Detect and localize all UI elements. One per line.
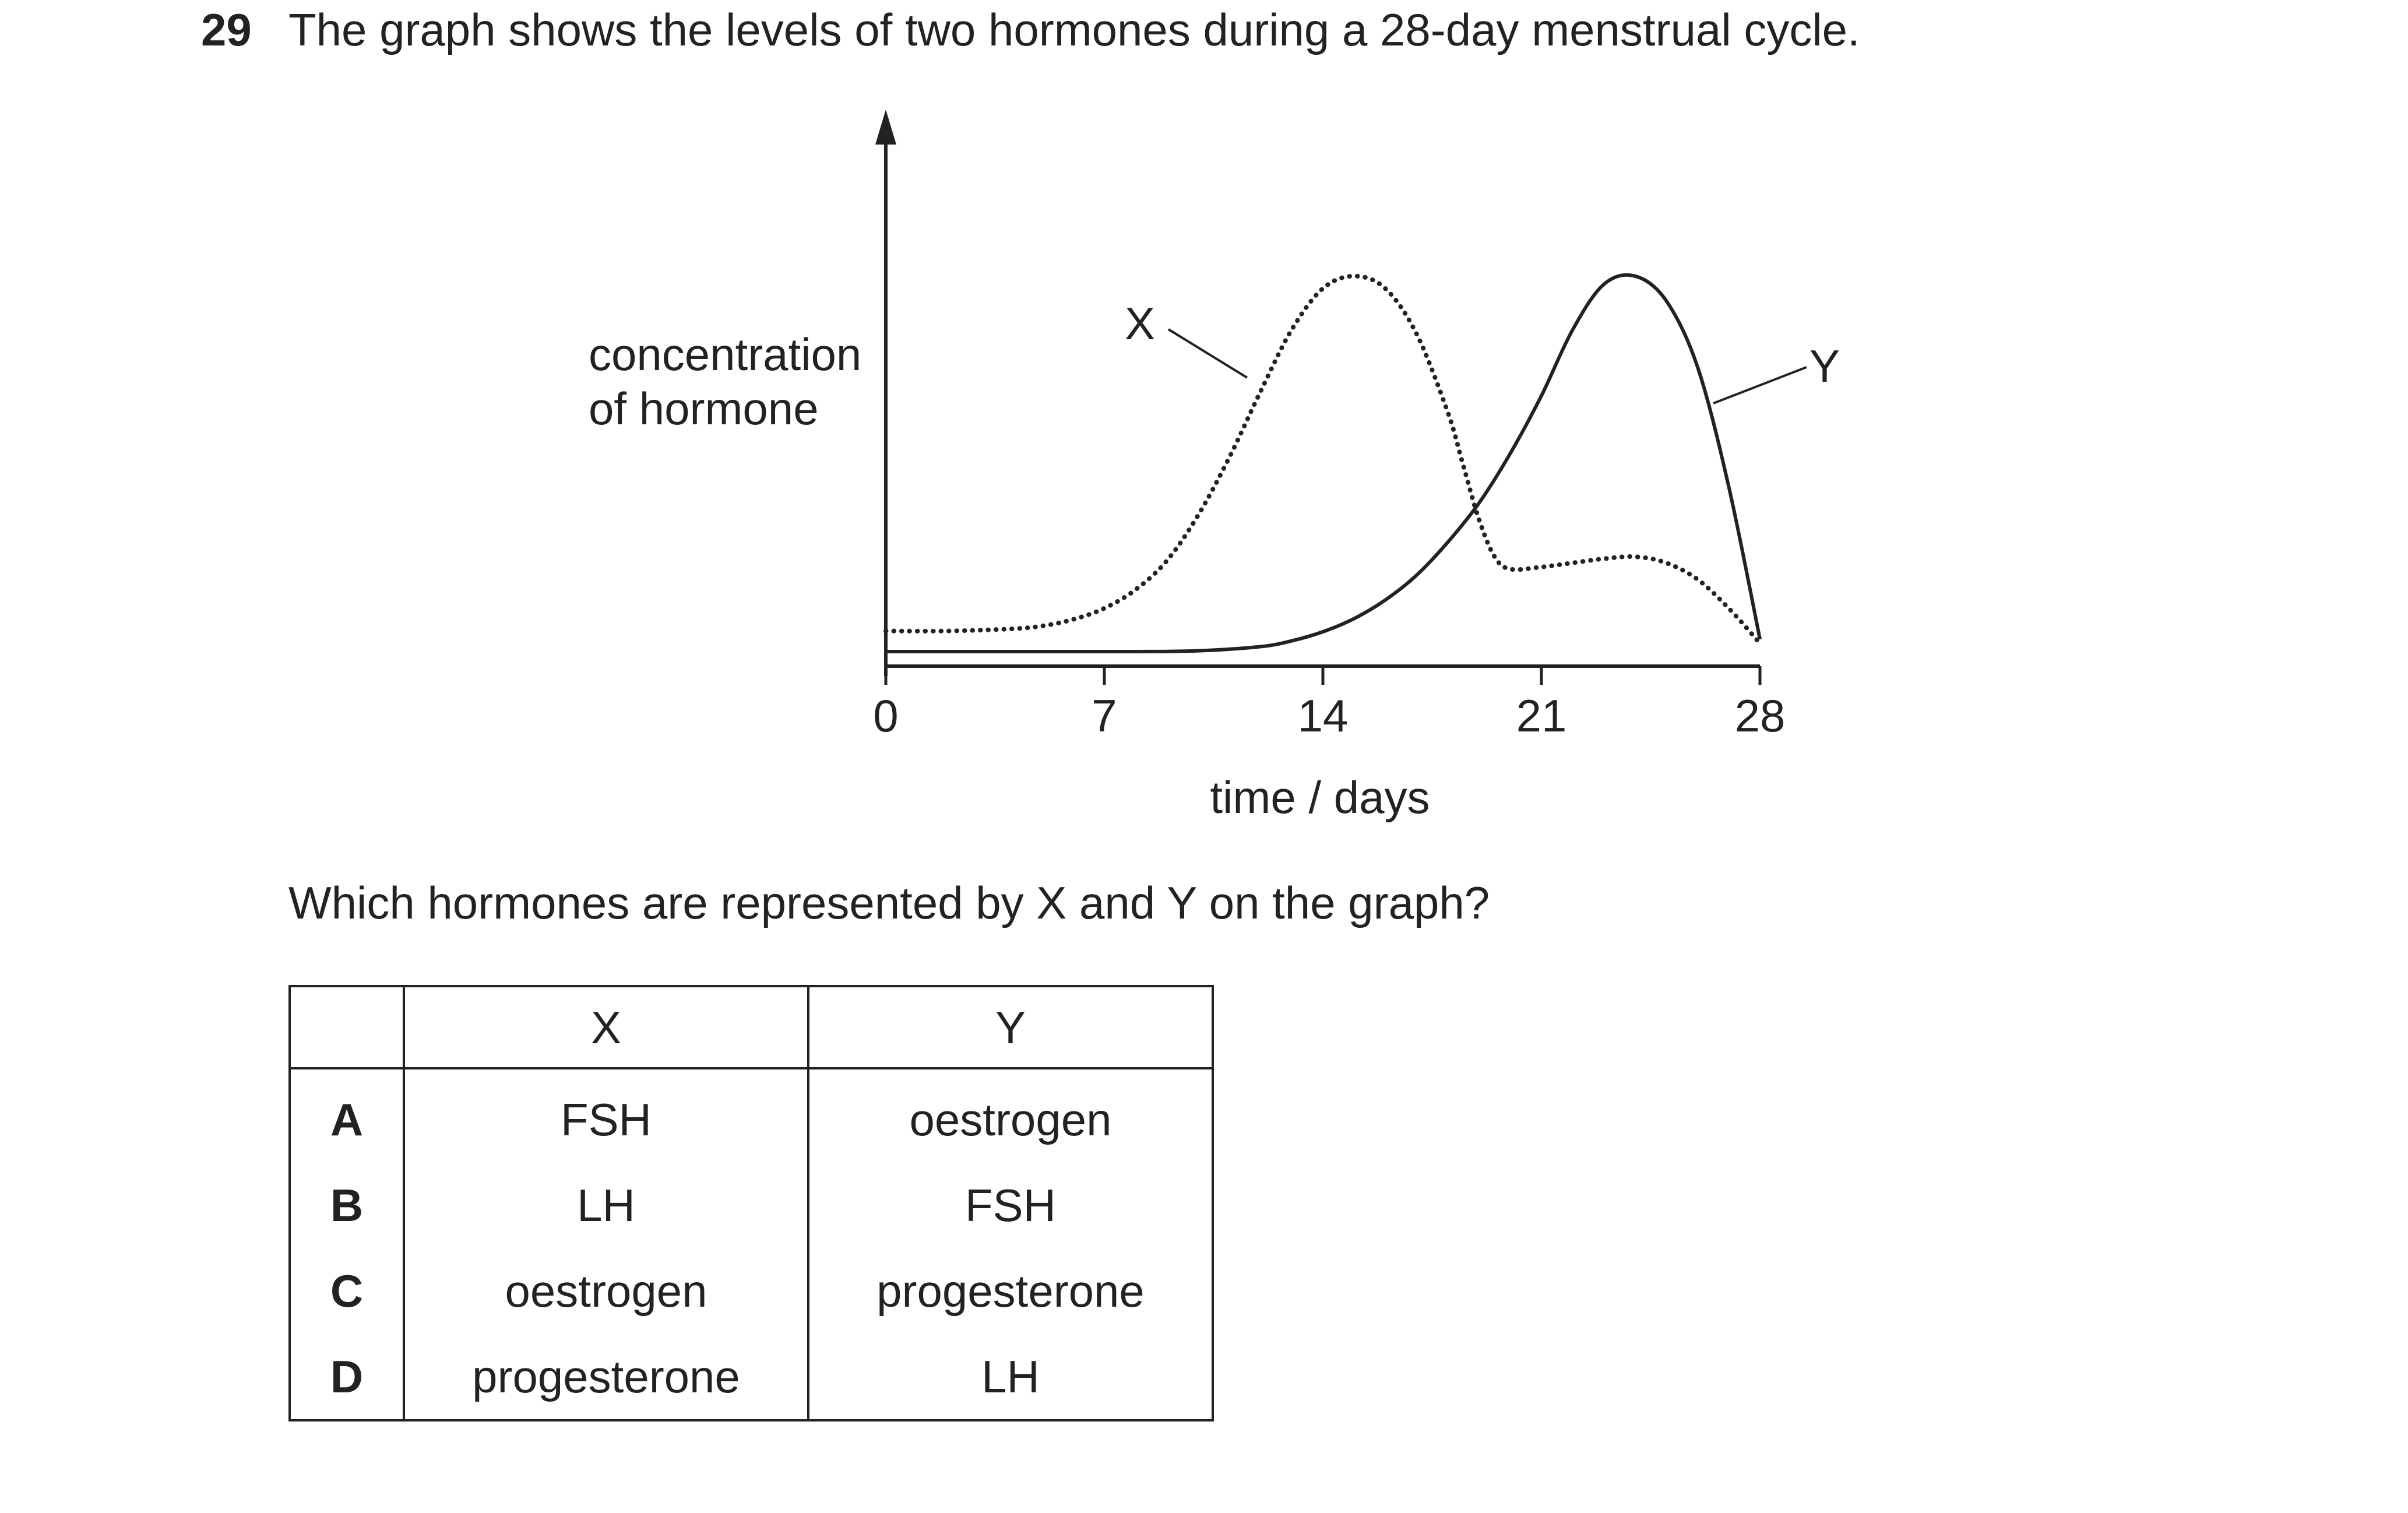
- table-header-x: X: [403, 985, 809, 1069]
- series-y-leader: [1713, 366, 1807, 404]
- hormone-graph: 0 7 14 21 28 concentration of hormone time /…: [589, 110, 1840, 823]
- table-header-row: X Y: [288, 985, 1214, 1069]
- x-tick-label-14: 14: [1298, 690, 1349, 741]
- option-letter: C: [288, 1248, 405, 1333]
- option-y-value: FSH: [807, 1162, 1214, 1248]
- series-y-line: [885, 273, 1762, 654]
- series-y-label: Y: [1809, 340, 1840, 392]
- option-row-b[interactable]: B LH FSH: [288, 1162, 1214, 1248]
- y-axis-arrow: [875, 110, 896, 145]
- option-x-value: oestrogen: [403, 1248, 809, 1333]
- x-axis-ticks: [884, 666, 1762, 685]
- table-header-y: Y: [807, 985, 1214, 1069]
- x-tick-label-28: 28: [1735, 690, 1786, 741]
- table-header-blank: [288, 985, 405, 1069]
- option-letter: A: [288, 1068, 405, 1162]
- option-x-value: progesterone: [403, 1333, 809, 1421]
- series-x-leader: [1167, 328, 1248, 379]
- y-axis-label-line1: concentration: [589, 329, 861, 380]
- option-row-a[interactable]: A FSH oestrogen: [288, 1068, 1214, 1162]
- option-letter: B: [288, 1162, 405, 1248]
- option-y-value: progesterone: [807, 1248, 1214, 1333]
- option-y-value: oestrogen: [807, 1068, 1214, 1162]
- answer-options-table: X Y A FSH oestrogen B LH FSH C oestrogen…: [288, 985, 1214, 1421]
- option-row-c[interactable]: C oestrogen progesterone: [288, 1248, 1214, 1333]
- y-axis-label-line2: of hormone: [589, 383, 819, 434]
- question-stem: The graph shows the levels of two hormon…: [288, 4, 1860, 55]
- option-x-value: FSH: [403, 1068, 809, 1162]
- x-tick-label-21: 21: [1516, 690, 1567, 741]
- question-prompt: Which hormones are represented by X and …: [288, 877, 1490, 928]
- option-y-value: LH: [807, 1333, 1214, 1421]
- question-number: 29: [201, 4, 252, 55]
- x-axis-label: time / days: [1210, 772, 1430, 823]
- option-x-value: LH: [403, 1162, 809, 1248]
- x-tick-label-0: 0: [873, 690, 898, 741]
- option-letter: D: [288, 1333, 405, 1421]
- x-axis-tick-labels: 0 7 14 21 28: [873, 690, 1785, 741]
- series-x-label: X: [1125, 298, 1155, 349]
- series-x-line: [883, 273, 1762, 646]
- x-tick-label-7: 7: [1092, 690, 1117, 741]
- option-row-d[interactable]: D progesterone LH: [288, 1333, 1214, 1421]
